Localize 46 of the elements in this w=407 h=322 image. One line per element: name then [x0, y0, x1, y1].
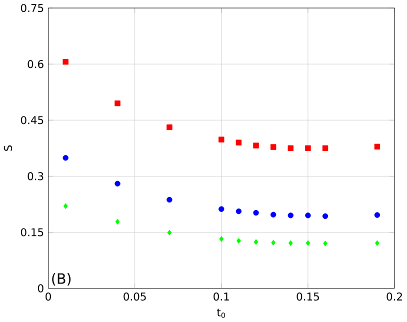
point	[305, 145, 311, 152]
y-tick-label: 0.75	[20, 4, 44, 12]
point	[218, 206, 224, 212]
point	[253, 210, 259, 216]
point	[270, 144, 276, 150]
point	[218, 136, 224, 142]
point	[323, 240, 328, 246]
point	[62, 155, 68, 161]
point	[271, 240, 276, 246]
point	[374, 144, 380, 150]
y-tick-label: 0.15	[20, 228, 44, 236]
point	[63, 203, 68, 209]
point	[236, 208, 242, 214]
x-tick-label: 0.2	[386, 292, 402, 301]
point	[167, 230, 172, 236]
point	[270, 212, 276, 218]
x-axis-title: t$_{0}$	[217, 308, 225, 318]
y-tick-label: 0	[38, 284, 44, 292]
x-tick-label: 0.05	[124, 292, 146, 301]
point	[254, 239, 258, 245]
point	[236, 140, 242, 146]
point	[288, 240, 293, 246]
x-tick-label: 0	[46, 292, 51, 301]
point	[375, 240, 380, 246]
point	[253, 142, 259, 148]
y-tick-label: 0.6	[28, 60, 44, 68]
y-tick-label: 0.3	[28, 172, 44, 180]
annotation: (B)	[52, 272, 71, 286]
x-tick-label: 0.1	[214, 292, 229, 301]
point	[306, 240, 310, 246]
point	[166, 196, 172, 203]
x-tick-label: 0.15	[296, 292, 319, 301]
point	[115, 218, 120, 225]
point	[114, 100, 120, 106]
point	[322, 213, 328, 220]
point	[374, 212, 380, 218]
y-tick-label: 0.45	[20, 116, 44, 124]
point	[288, 212, 294, 218]
point	[114, 180, 120, 187]
point	[166, 124, 172, 130]
y-axis-title: S	[4, 145, 12, 151]
point	[305, 212, 311, 218]
point	[322, 145, 328, 152]
point	[62, 58, 68, 65]
point	[288, 145, 294, 152]
point	[219, 236, 224, 242]
